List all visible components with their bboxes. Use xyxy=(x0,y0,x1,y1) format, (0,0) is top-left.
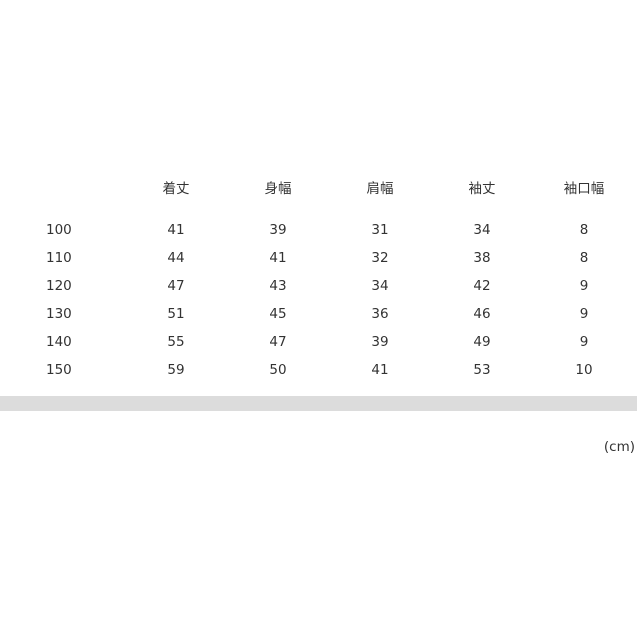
table-cell: 39 xyxy=(371,334,389,350)
table-cell: 44 xyxy=(167,250,185,266)
table-cell: 49 xyxy=(473,334,491,350)
table-cell: 39 xyxy=(269,222,287,238)
divider-band xyxy=(0,396,637,411)
table-cell: 59 xyxy=(167,362,185,378)
table-cell: 31 xyxy=(371,222,389,238)
table-cell: 34 xyxy=(371,278,389,294)
table-cell: 8 xyxy=(579,222,589,238)
table-cell: 47 xyxy=(167,278,185,294)
table-cell: 34 xyxy=(473,222,491,238)
table-cell: 9 xyxy=(579,278,589,294)
row-size-label: 110 xyxy=(46,250,72,266)
row-size-label: 150 xyxy=(46,362,72,378)
row-size-label: 120 xyxy=(46,278,72,294)
table-cell: 32 xyxy=(371,250,389,266)
table-cell: 41 xyxy=(167,222,185,238)
table-cell: 36 xyxy=(371,306,389,322)
column-header: 袖丈 xyxy=(468,181,496,197)
row-size-label: 140 xyxy=(46,334,72,350)
row-size-label: 100 xyxy=(46,222,72,238)
table-cell: 8 xyxy=(579,250,589,266)
table-cell: 9 xyxy=(579,306,589,322)
table-cell: 38 xyxy=(473,250,491,266)
table-cell: 10 xyxy=(575,362,593,378)
table-cell: 45 xyxy=(269,306,287,322)
unit-label: (cm) xyxy=(603,439,635,455)
table-cell: 55 xyxy=(167,334,185,350)
table-cell: 41 xyxy=(269,250,287,266)
table-cell: 50 xyxy=(269,362,287,378)
table-cell: 42 xyxy=(473,278,491,294)
row-size-label: 130 xyxy=(46,306,72,322)
column-header: 肩幅 xyxy=(366,181,394,197)
table-cell: 51 xyxy=(167,306,185,322)
table-cell: 41 xyxy=(371,362,389,378)
column-header: 身幅 xyxy=(264,181,292,197)
column-header: 着丈 xyxy=(162,181,190,197)
column-header: 袖口幅 xyxy=(563,181,605,197)
table-cell: 46 xyxy=(473,306,491,322)
table-cell: 53 xyxy=(473,362,491,378)
table-cell: 43 xyxy=(269,278,287,294)
table-cell: 9 xyxy=(579,334,589,350)
table-cell: 47 xyxy=(269,334,287,350)
